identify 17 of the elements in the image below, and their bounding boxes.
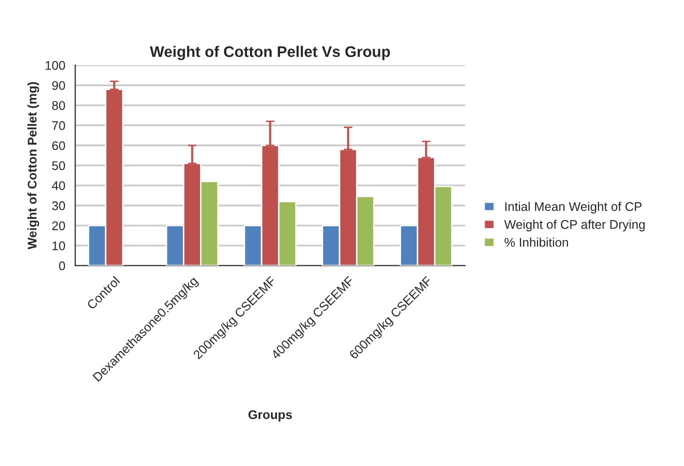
y-tick-label: 10 [52, 241, 66, 250]
y-tick-label: 70 [52, 121, 66, 130]
y-tick-label: 40 [52, 181, 66, 190]
y-tick-label: 30 [52, 201, 66, 210]
y-tick-label: 100 [46, 61, 66, 70]
chart-title: Weight of Cotton Pellet Vs Group [150, 46, 390, 60]
legend-label: Intial Mean Weight of CP [505, 202, 642, 214]
y-tick-label: 50 [52, 161, 66, 170]
y-tick-label: 60 [52, 141, 66, 150]
legend-label: Weight of CP after Drying [504, 220, 645, 232]
y-tick-label: 0 [59, 261, 66, 270]
legend-label: % Inhibition [504, 238, 568, 247]
y-tick-label: 90 [52, 81, 66, 90]
y-tick-label: 20 [52, 221, 66, 230]
y-tick-label: 80 [52, 101, 66, 110]
y-axis-title: Weight of Cotton Pellet (mg) [27, 82, 40, 250]
x-axis-title: Groups [248, 410, 292, 422]
